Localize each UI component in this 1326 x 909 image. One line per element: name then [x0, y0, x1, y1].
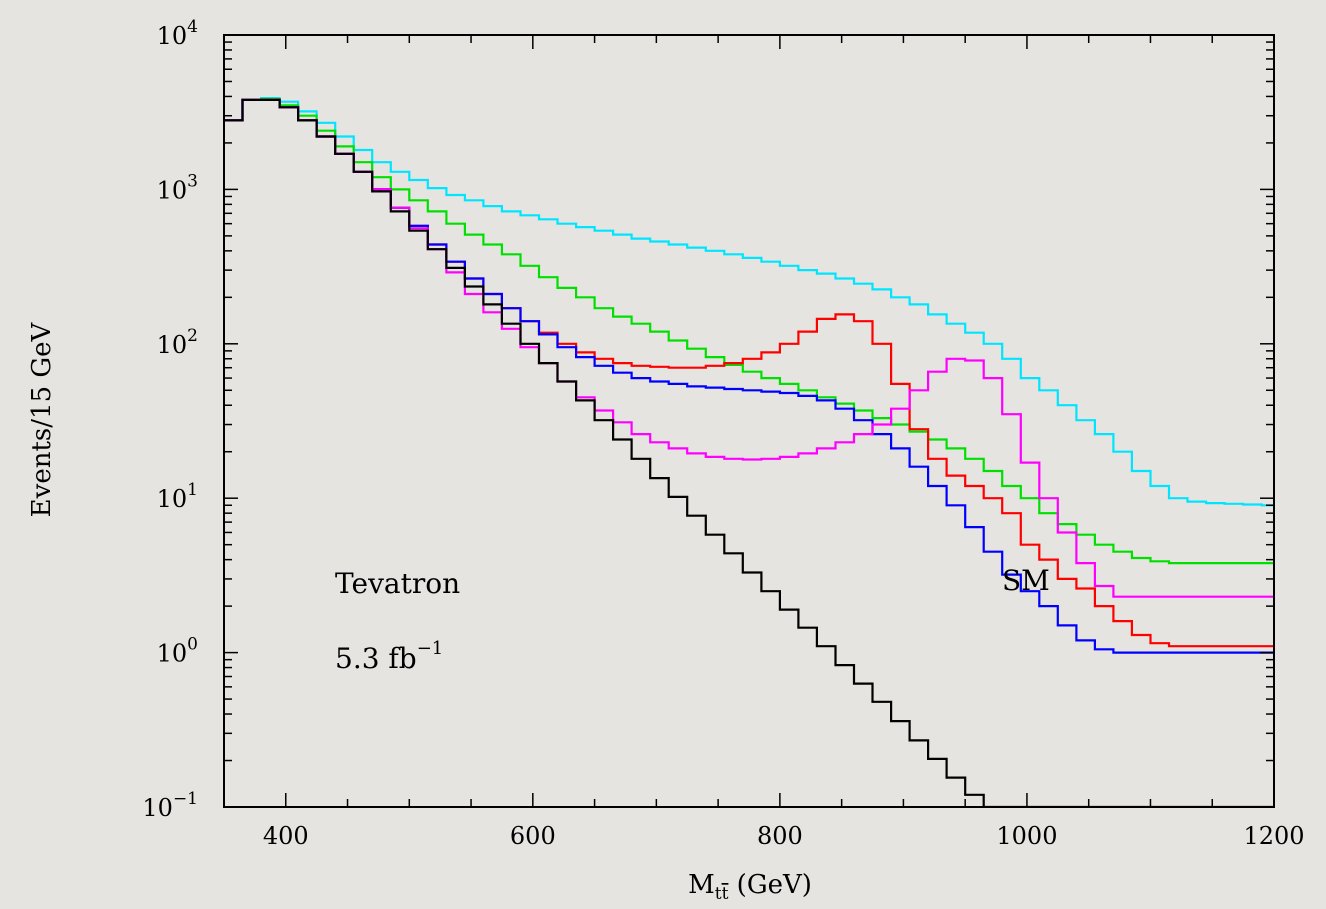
x-axis-title-unit: (GeV)	[728, 870, 811, 900]
x-tick-label: 400	[263, 822, 309, 850]
tick-labels: 400 600 800 1000 1200 10−1 100 101 102 103 104	[142, 17, 1304, 850]
series-line-4	[224, 98, 1274, 598]
x-axis-title-base: M	[688, 870, 715, 900]
y-tick-label: 10−1	[142, 789, 198, 822]
y-tick-label: 100	[157, 635, 198, 668]
x-tick-label: 1000	[996, 822, 1057, 850]
y-axis-title: Events/15 GeV	[27, 321, 57, 517]
y-tick-label: 102	[157, 326, 198, 359]
annotation-luminosity-text: 5.3 fb	[335, 642, 417, 675]
y-tick-label: 103	[157, 171, 198, 204]
y-tick-label: 104	[157, 17, 198, 50]
annotation-luminosity-exp: −1	[417, 638, 444, 659]
series-layer	[224, 97, 1274, 807]
x-axis-title-sub: t	[715, 884, 722, 904]
series-line-0	[224, 97, 1274, 507]
annotation-sm: SM	[1002, 564, 1050, 597]
x-tick-label: 800	[757, 822, 803, 850]
y-tick-label: 101	[157, 480, 198, 513]
x-tick-label: 1200	[1243, 822, 1304, 850]
plot-frame	[223, 34, 1275, 808]
x-tick-label: 600	[510, 822, 556, 850]
series-line-2	[224, 98, 1274, 648]
series-line-1	[224, 97, 1274, 565]
x-axis-title: Mtt (GeV)	[688, 870, 812, 904]
annotation-luminosity: 5.3 fb−1	[335, 638, 443, 675]
plot-frame-rect	[223, 34, 1275, 808]
x-axis-title-sub-bar: t	[722, 884, 729, 904]
axis-ticks	[223, 35, 1275, 808]
annotation-tevatron: Tevatron	[335, 567, 460, 600]
series-line-5	[224, 98, 1274, 807]
